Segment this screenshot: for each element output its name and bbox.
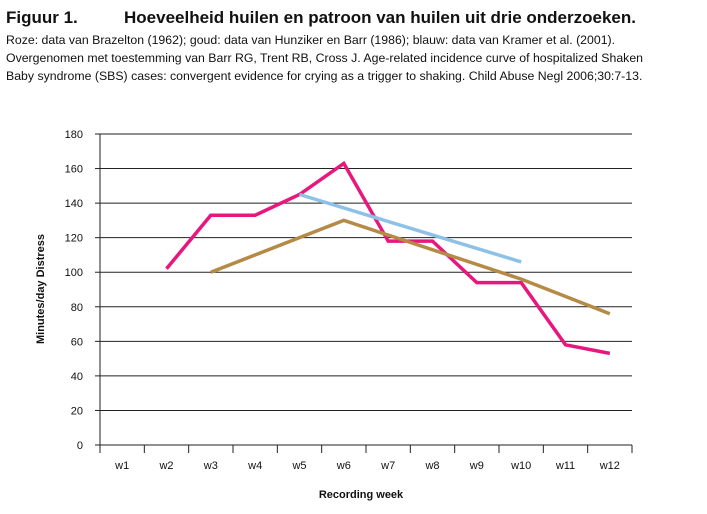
x-tick-label: w1 <box>114 460 129 472</box>
y-tick-label: 20 <box>71 405 83 417</box>
x-tick-label: w6 <box>336 460 351 472</box>
caption-line-1: Roze: data van Brazelton (1962); goud: d… <box>6 33 616 47</box>
figure-title-line: Figuur 1. Hoeveelheid huilen en patroon v… <box>6 8 701 28</box>
series-line-3 <box>298 192 522 264</box>
x-tick-label: w9 <box>469 460 484 472</box>
x-tick-label: w11 <box>555 460 575 472</box>
figure-header: Figuur 1. Hoeveelheid huilen en patroon v… <box>6 8 701 85</box>
x-tick-label: w8 <box>424 460 439 472</box>
y-axis-label: Minutes/day Distress <box>35 234 47 344</box>
x-axis: w1 w2 w3 w4 w5 w6 w7 w8 w9 w10 w11 w12 <box>100 444 633 472</box>
y-tick-label: 120 <box>65 233 83 245</box>
figure-label: Figuur 1. <box>6 8 78 27</box>
caption-line-3: Baby syndrome (SBS) cases: convergent ev… <box>6 69 643 83</box>
series-line-1 <box>165 160 611 356</box>
y-tick-label: 140 <box>65 198 83 210</box>
x-tick-label: w3 <box>203 460 218 472</box>
y-tick-label: 40 <box>71 371 83 383</box>
y-tick-label: 100 <box>65 267 83 279</box>
x-tick-label: w5 <box>291 460 306 472</box>
y-axis: 0 20 40 60 80 100 120 140 160 180 <box>65 129 101 453</box>
x-tick-label: w7 <box>380 460 395 472</box>
series-group <box>165 160 611 356</box>
y-tick-label: 0 <box>77 440 83 452</box>
x-tick-label: w12 <box>599 460 620 472</box>
figure-caption: Roze: data van Brazelton (1962); goud: d… <box>6 31 701 85</box>
x-tick-label: w10 <box>510 460 531 472</box>
y-tick-label: 180 <box>65 129 83 141</box>
grid <box>100 133 632 411</box>
y-tick-label: 160 <box>65 164 83 176</box>
x-axis-label: Recording week <box>319 489 404 501</box>
y-tick-label: 60 <box>71 336 83 348</box>
y-tick-label: 80 <box>71 302 83 314</box>
series-line-2 <box>210 218 611 316</box>
caption-line-2: Overgenomen met toestemming van Barr RG,… <box>6 51 644 65</box>
x-tick-label: w4 <box>247 460 262 472</box>
figure-title: Hoeveelheid huilen en patroon van huilen… <box>124 8 636 27</box>
x-tick-label: w2 <box>158 460 173 472</box>
